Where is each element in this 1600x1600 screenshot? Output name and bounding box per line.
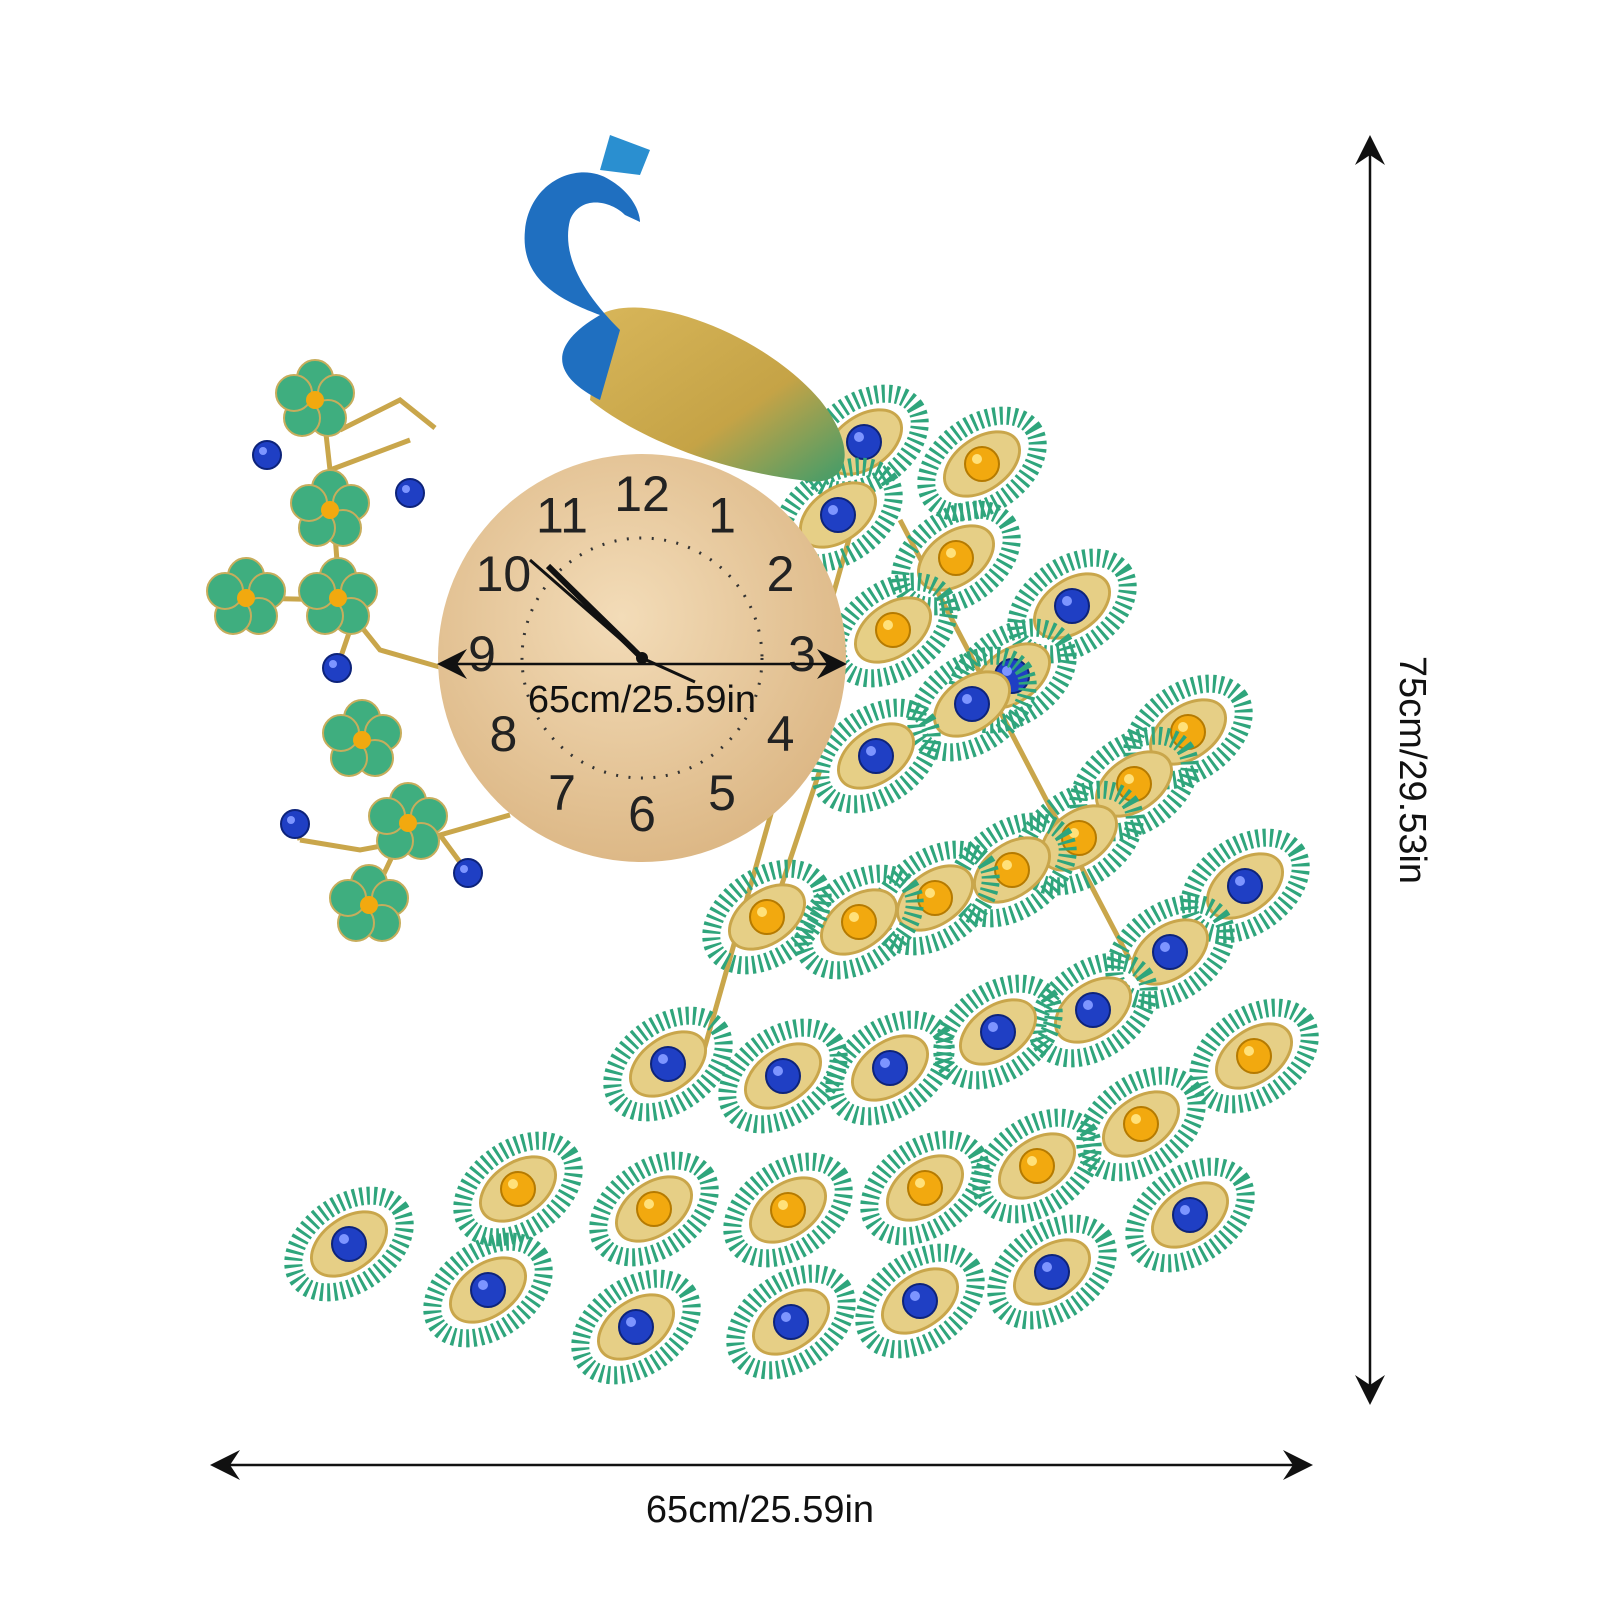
minute-hand [529,558,643,660]
clock-numeral: 11 [536,488,588,544]
clock-diameter-label: 65cm/25.59in [528,679,756,721]
clock-numeral: 2 [767,546,795,602]
clock-numeral: 8 [490,706,518,762]
clock-numeral: 4 [767,706,795,762]
tail-feathers [275,374,1327,1396]
clock-numeral: 7 [548,765,576,821]
width-label: 65cm/25.59in [646,1489,874,1531]
clock-numeral: 1 [708,488,736,544]
clock-numeral: 9 [468,626,496,682]
clock-numeral: 3 [788,626,816,682]
peacock-body [524,135,845,492]
clock-numeral: 12 [614,466,670,522]
clock-numeral: 6 [628,786,656,842]
clock-pin [636,652,648,664]
clock-numeral: 10 [476,546,532,602]
clock-numeral: 5 [708,765,736,821]
height-label: 75cm/29.53in [1391,656,1433,884]
dimension-lines [210,135,1385,1480]
